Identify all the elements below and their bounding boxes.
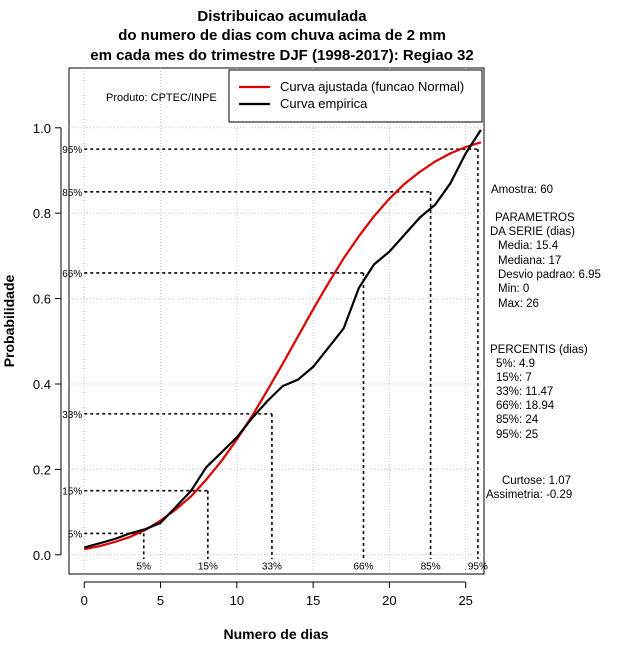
chart-title-line-3: em cada mes do trimestre DJF (1998-2017)… <box>90 47 474 64</box>
guide-label-bottom-2: 33% <box>262 562 282 573</box>
stat-max: Max: 26 <box>498 298 539 310</box>
legend-label-fitted: Curva ajustada (funcao Normal) <box>280 79 464 94</box>
stat-min: Min: 0 <box>498 283 529 295</box>
guide-label-bottom-5: 95% <box>468 562 488 573</box>
percentiles-heading: PERCENTIS (dias) <box>490 344 588 356</box>
legend-label-empirical: Curva empirica <box>280 96 368 111</box>
series-line-1 <box>84 129 482 549</box>
credit-text: Produto: CPTEC/INPE <box>106 92 217 104</box>
y-tick-label-5: 1.0 <box>33 121 51 136</box>
guide-label-bottom-1: 15% <box>198 562 218 573</box>
y-tick-label-2: 0.4 <box>33 377 51 392</box>
chart-title-line-1: Distribuicao acumulada <box>197 8 367 25</box>
y-tick-label-3: 0.6 <box>33 292 51 307</box>
y-tick-label-1: 0.2 <box>33 462 51 477</box>
axes: 0 5 10 15 20 25 0.0 0.2 0.4 0.6 0.8 1.0 <box>33 121 473 608</box>
x-tick-label-1: 5 <box>157 593 164 608</box>
x-tick-label-4: 20 <box>382 593 396 608</box>
legend-box <box>228 69 483 123</box>
y-axis-label: Probabilidade <box>1 275 17 368</box>
params-heading-1: PARAMETROS <box>495 212 575 224</box>
stat-std: Desvio padrao: 6.95 <box>498 269 601 281</box>
guide-label-left-2: 33% <box>62 410 82 421</box>
guide-label-left-4: 85% <box>62 188 82 199</box>
stat-mean: Media: 15.4 <box>498 240 559 252</box>
x-tick-label-3: 15 <box>306 593 320 608</box>
params-heading-2: DA SERIE (dias) <box>490 226 575 238</box>
guide-label-left-0: 5% <box>68 529 83 540</box>
sample-size: Amostra: 60 <box>491 184 553 196</box>
legend: Curva ajustada (funcao Normal) Curva emp… <box>228 69 483 123</box>
pct-66: 66%: 18.94 <box>496 400 555 412</box>
pct-33: 33%: 11.47 <box>496 386 553 398</box>
guide-label-bottom-4: 85% <box>421 562 441 573</box>
guide-label-left-5: 95% <box>62 145 82 156</box>
stat-median: Mediana: 17 <box>498 255 561 267</box>
y-tick-label-0: 0.0 <box>33 548 51 563</box>
series-lines <box>84 129 482 551</box>
y-tick-label-4: 0.8 <box>33 206 51 221</box>
x-tick-label-0: 0 <box>81 593 88 608</box>
x-tick-label-5: 25 <box>458 593 472 608</box>
guide-label-bottom-3: 66% <box>353 562 373 573</box>
chart-title-line-2: do numero de dias com chuva acima de 2 m… <box>118 27 446 44</box>
stat-kurtosis: Curtose: 1.07 <box>502 475 571 487</box>
stats-panel: Amostra: 60 PARAMETROS DA SERIE (dias) M… <box>486 184 601 501</box>
stat-skewness: Assimetria: -0.29 <box>486 489 572 501</box>
plot-area <box>68 67 485 575</box>
x-tick-label-2: 10 <box>230 593 244 608</box>
grid <box>69 68 484 574</box>
guide-label-bottom-0: 5% <box>137 562 152 573</box>
pct-95: 95%: 25 <box>496 429 538 441</box>
pct-15: 15%: 7 <box>496 372 532 384</box>
guide-label-left-3: 66% <box>62 269 82 280</box>
x-axis-label: Numero de dias <box>223 626 328 642</box>
pct-5: 5%: 4.9 <box>496 358 535 370</box>
pct-85: 85%: 24 <box>496 414 539 426</box>
guide-label-left-1: 15% <box>62 487 82 498</box>
